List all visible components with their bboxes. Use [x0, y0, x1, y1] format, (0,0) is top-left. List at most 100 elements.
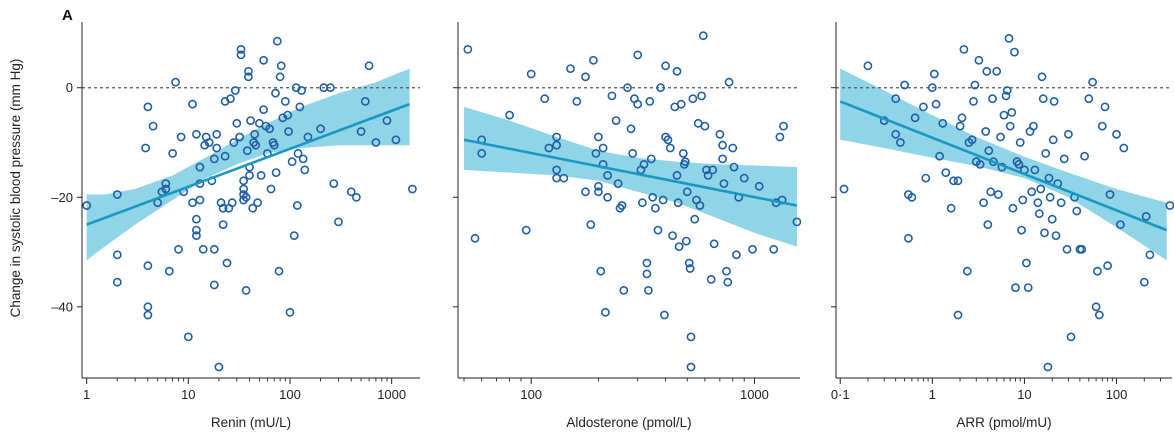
confidence-band — [464, 106, 797, 247]
data-point — [1022, 258, 1031, 268]
data-point — [274, 266, 284, 276]
data-point — [1049, 97, 1059, 106]
data-point — [325, 83, 335, 93]
data-point — [143, 302, 153, 312]
data-point — [984, 146, 994, 156]
data-point — [463, 45, 473, 54]
data-point — [986, 187, 996, 197]
data-point — [298, 154, 308, 164]
data-point — [289, 231, 299, 240]
data-point — [1088, 77, 1097, 87]
data-point — [594, 132, 603, 142]
data-point — [686, 362, 696, 372]
data-point — [216, 198, 226, 208]
data-point — [931, 99, 941, 109]
data-point — [161, 184, 171, 194]
data-point — [993, 190, 1003, 199]
data-point — [287, 157, 297, 167]
data-point — [168, 148, 177, 158]
data-point — [552, 165, 561, 175]
data-point — [242, 146, 252, 156]
data-point — [979, 198, 988, 208]
data-point — [651, 203, 660, 213]
data-point — [295, 102, 305, 112]
data-point — [656, 83, 665, 93]
x-tick-label: 1000 — [377, 387, 406, 402]
data-point — [626, 124, 636, 134]
data-point — [739, 173, 749, 183]
data-point — [191, 225, 201, 235]
data-point — [970, 80, 980, 90]
data-point — [334, 217, 343, 227]
data-point — [775, 132, 785, 142]
data-point — [594, 187, 603, 197]
data-point — [581, 187, 590, 197]
data-point — [559, 173, 569, 183]
data-point — [1007, 108, 1017, 117]
data-point — [660, 310, 669, 320]
data-point — [1116, 220, 1125, 229]
x-tick-label: 100 — [520, 387, 542, 402]
data-point — [623, 83, 632, 93]
data-point — [176, 132, 186, 142]
data-point — [728, 143, 738, 153]
x-tick-label: 1000 — [740, 387, 769, 402]
data-point — [665, 143, 675, 153]
data-point — [674, 242, 684, 251]
data-point — [285, 307, 295, 317]
data-point — [271, 168, 281, 177]
y-tick-label: –40 — [51, 299, 73, 314]
data-point — [754, 181, 764, 191]
plots-area: 0 –20 –40 1 10 100 1000 Renin (mU/L) 100 1000 Aldo… — [51, 22, 1174, 430]
data-point — [236, 50, 246, 60]
data-point — [1015, 138, 1025, 147]
data-point — [266, 184, 276, 194]
data-point — [921, 173, 931, 183]
data-point — [613, 179, 623, 188]
data-point — [891, 94, 901, 104]
data-point — [329, 179, 339, 188]
data-point — [195, 195, 205, 205]
data-point — [236, 45, 246, 54]
data-point — [706, 274, 716, 284]
data-point — [672, 170, 682, 180]
data-point — [259, 55, 268, 65]
data-point — [628, 148, 638, 158]
data-point — [239, 176, 248, 186]
data-point — [82, 201, 92, 210]
data-point — [1033, 198, 1043, 208]
data-point — [792, 217, 802, 227]
data-point — [191, 231, 201, 240]
data-point — [685, 264, 695, 273]
data-point — [552, 173, 561, 183]
data-point — [209, 244, 219, 254]
data-point — [596, 266, 606, 276]
data-point — [1080, 151, 1089, 161]
data-point — [248, 203, 258, 213]
data-point — [682, 187, 692, 197]
data-point — [999, 110, 1009, 120]
data-point — [724, 77, 734, 87]
data-point — [955, 121, 965, 131]
data-point — [729, 162, 739, 172]
x-tick-label: 1 — [929, 387, 936, 402]
data-point — [1051, 231, 1061, 240]
data-point — [351, 192, 361, 202]
data-point — [927, 83, 937, 93]
data-point — [839, 184, 849, 194]
data-point — [653, 225, 663, 235]
data-point — [589, 55, 598, 65]
data-point — [284, 127, 293, 136]
data-point — [283, 110, 293, 120]
data-point — [191, 214, 201, 224]
data-point — [276, 61, 286, 71]
data-point — [470, 233, 480, 243]
data-point — [243, 66, 253, 76]
data-point — [642, 269, 652, 279]
data-point — [300, 165, 310, 175]
data-point — [719, 179, 729, 188]
data-point — [969, 97, 978, 106]
fit-line — [839, 100, 1168, 232]
data-point — [581, 72, 590, 82]
data-point — [992, 66, 1002, 76]
